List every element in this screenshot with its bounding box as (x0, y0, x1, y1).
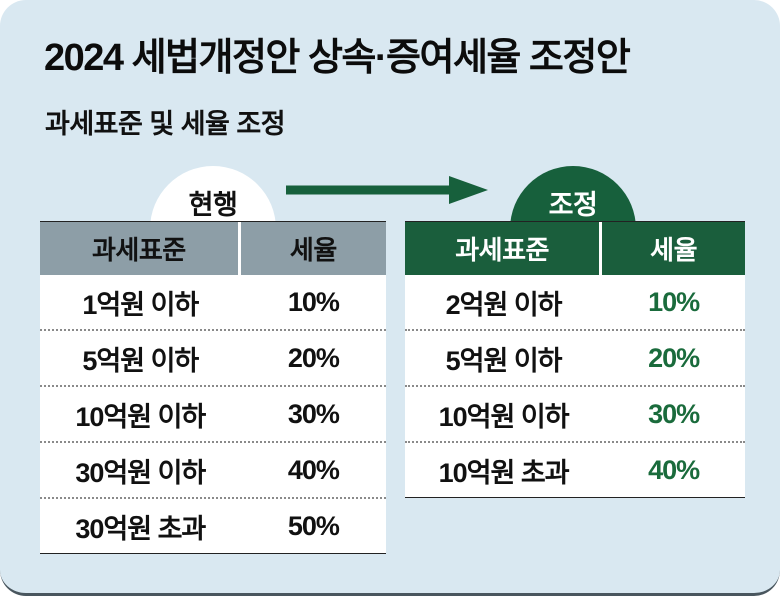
bracket-cell: 30억원 초과 (75, 513, 206, 544)
rate-cell: 40% (287, 454, 340, 485)
table-row: 5억원 이하 20% (40, 329, 386, 385)
rate-cell: 30% (648, 398, 700, 429)
arrow-right-icon (282, 172, 488, 213)
rate-cell: 10% (287, 286, 340, 317)
rate-cell: 50% (287, 510, 340, 541)
table-row: 10억원 이하 30% (40, 385, 386, 441)
table-row: 10억원 이하 30% (405, 385, 745, 441)
column-header-rate: 세율 (650, 235, 698, 265)
column-header-rate: 세율 (289, 235, 337, 265)
table-row: 1억원 이하 10% (40, 275, 386, 329)
table-row: 30억원 초과 50% (40, 497, 386, 553)
bracket-cell: 10억원 이하 (438, 401, 570, 432)
bracket-cell: 1억원 이하 (82, 289, 199, 320)
current-badge-label: 현행 (188, 190, 238, 220)
bracket-cell: 30억원 이하 (75, 457, 206, 488)
adjusted-badge-label: 조정 (548, 190, 598, 220)
table-row: 30억원 이하 40% (40, 441, 386, 497)
column-header-bracket: 과세표준 (405, 222, 603, 275)
column-header-bracket: 과세표준 (40, 222, 241, 275)
bracket-cell: 10억원 초과 (438, 457, 570, 488)
current-table-header: 과세표준 세율 (40, 222, 386, 275)
rate-cell: 10% (648, 286, 700, 317)
subtitle: 과세표준 및 세율 조정 (45, 109, 286, 139)
rate-cell: 20% (648, 342, 700, 373)
current-table: 과세표준 세율 1억원 이하 10% 5억원 이하 20% 10억원 이하 30… (40, 221, 386, 554)
bracket-cell: 5억원 이하 (445, 345, 563, 376)
adjusted-table-header: 과세표준 세율 (405, 222, 745, 275)
table-row: 5억원 이하 20% (405, 329, 745, 385)
bracket-cell: 5억원 이하 (82, 345, 199, 376)
page-title: 2024 세법개정안 상속·증여세율 조정안 (44, 37, 631, 79)
table-row: 10억원 초과 40% (405, 441, 745, 497)
bracket-cell: 10억원 이하 (75, 401, 206, 432)
bracket-cell: 2억원 이하 (445, 289, 563, 320)
rate-cell: 40% (648, 454, 700, 485)
rate-cell: 30% (287, 398, 340, 429)
rate-cell: 20% (287, 342, 340, 373)
adjusted-table: 과세표준 세율 2억원 이하 10% 5억원 이하 20% 10억원 이하 30… (405, 221, 745, 498)
table-row: 2억원 이하 10% (405, 275, 745, 329)
